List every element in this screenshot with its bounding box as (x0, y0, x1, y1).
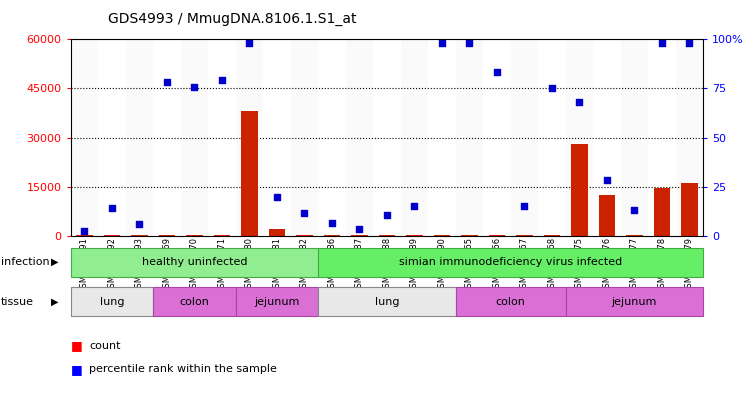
Bar (565, 39, 593, 236)
Bar (153, 39, 181, 236)
Bar (263, 39, 291, 236)
Point (601, 177, 613, 183)
Bar (181, 39, 208, 236)
Bar (126, 39, 153, 236)
Bar (296, 235, 312, 236)
Text: simian immunodeficiency virus infected: simian immunodeficiency virus infected (399, 257, 622, 267)
Bar (599, 195, 615, 236)
Bar (241, 111, 257, 236)
Bar (400, 39, 428, 236)
Bar (318, 287, 455, 316)
Bar (71, 287, 153, 316)
Bar (71, 39, 98, 236)
Bar (373, 39, 400, 236)
Bar (318, 248, 703, 277)
Bar (565, 287, 703, 316)
Bar (153, 287, 236, 316)
Bar (103, 235, 121, 236)
Point (381, 211, 393, 218)
Bar (455, 287, 565, 316)
Point (106, 205, 118, 211)
Text: lung: lung (375, 297, 399, 307)
Point (271, 193, 283, 200)
Bar (269, 229, 285, 236)
Bar (379, 235, 395, 236)
Point (491, 69, 503, 75)
Bar (681, 184, 698, 236)
Text: colon: colon (179, 297, 209, 307)
Bar (461, 235, 478, 236)
Text: ▶: ▶ (51, 257, 58, 267)
Point (188, 84, 200, 90)
Bar (158, 235, 175, 236)
Bar (71, 248, 318, 277)
Point (326, 219, 338, 226)
Bar (489, 235, 505, 236)
Bar (653, 188, 670, 236)
Text: ▶: ▶ (51, 297, 58, 307)
Bar (544, 235, 560, 236)
Bar (76, 235, 93, 236)
Point (216, 77, 228, 83)
Point (78, 228, 90, 234)
Bar (346, 39, 373, 236)
Text: ■: ■ (71, 363, 83, 376)
Bar (98, 39, 126, 236)
Bar (593, 39, 620, 236)
Point (546, 85, 558, 92)
Bar (571, 144, 588, 236)
Point (519, 203, 530, 209)
Bar (434, 235, 450, 236)
Bar (620, 39, 648, 236)
Bar (131, 235, 147, 236)
Point (656, 39, 668, 46)
Bar (236, 287, 318, 316)
Bar (648, 39, 676, 236)
Bar (318, 39, 346, 236)
Text: jejunum: jejunum (612, 297, 657, 307)
Bar (676, 39, 703, 236)
Bar (455, 39, 483, 236)
Bar (236, 39, 263, 236)
Point (464, 39, 475, 46)
Bar (406, 235, 423, 236)
Text: healthy uninfected: healthy uninfected (141, 257, 247, 267)
Point (629, 206, 641, 213)
Bar (510, 39, 538, 236)
Text: ■: ■ (71, 339, 83, 353)
Bar (351, 235, 368, 236)
Point (298, 209, 310, 216)
Point (133, 221, 145, 228)
Point (243, 39, 255, 46)
Bar (516, 235, 533, 236)
Point (161, 79, 173, 85)
Bar (214, 235, 230, 236)
Bar (291, 39, 318, 236)
Point (353, 226, 365, 232)
Point (436, 39, 448, 46)
Bar (186, 235, 202, 236)
Point (408, 203, 420, 209)
Point (574, 98, 586, 105)
Text: percentile rank within the sample: percentile rank within the sample (89, 364, 278, 375)
Text: tissue: tissue (1, 297, 33, 307)
Text: jejunum: jejunum (254, 297, 300, 307)
Bar (538, 39, 565, 236)
Bar (428, 39, 455, 236)
Bar (483, 39, 510, 236)
Text: infection: infection (1, 257, 49, 267)
Bar (626, 235, 643, 236)
Point (684, 39, 696, 46)
Text: colon: colon (496, 297, 525, 307)
Text: GDS4993 / MmugDNA.8106.1.S1_at: GDS4993 / MmugDNA.8106.1.S1_at (108, 12, 356, 26)
Bar (324, 235, 340, 236)
Bar (208, 39, 236, 236)
Text: lung: lung (100, 297, 124, 307)
Text: count: count (89, 341, 121, 351)
